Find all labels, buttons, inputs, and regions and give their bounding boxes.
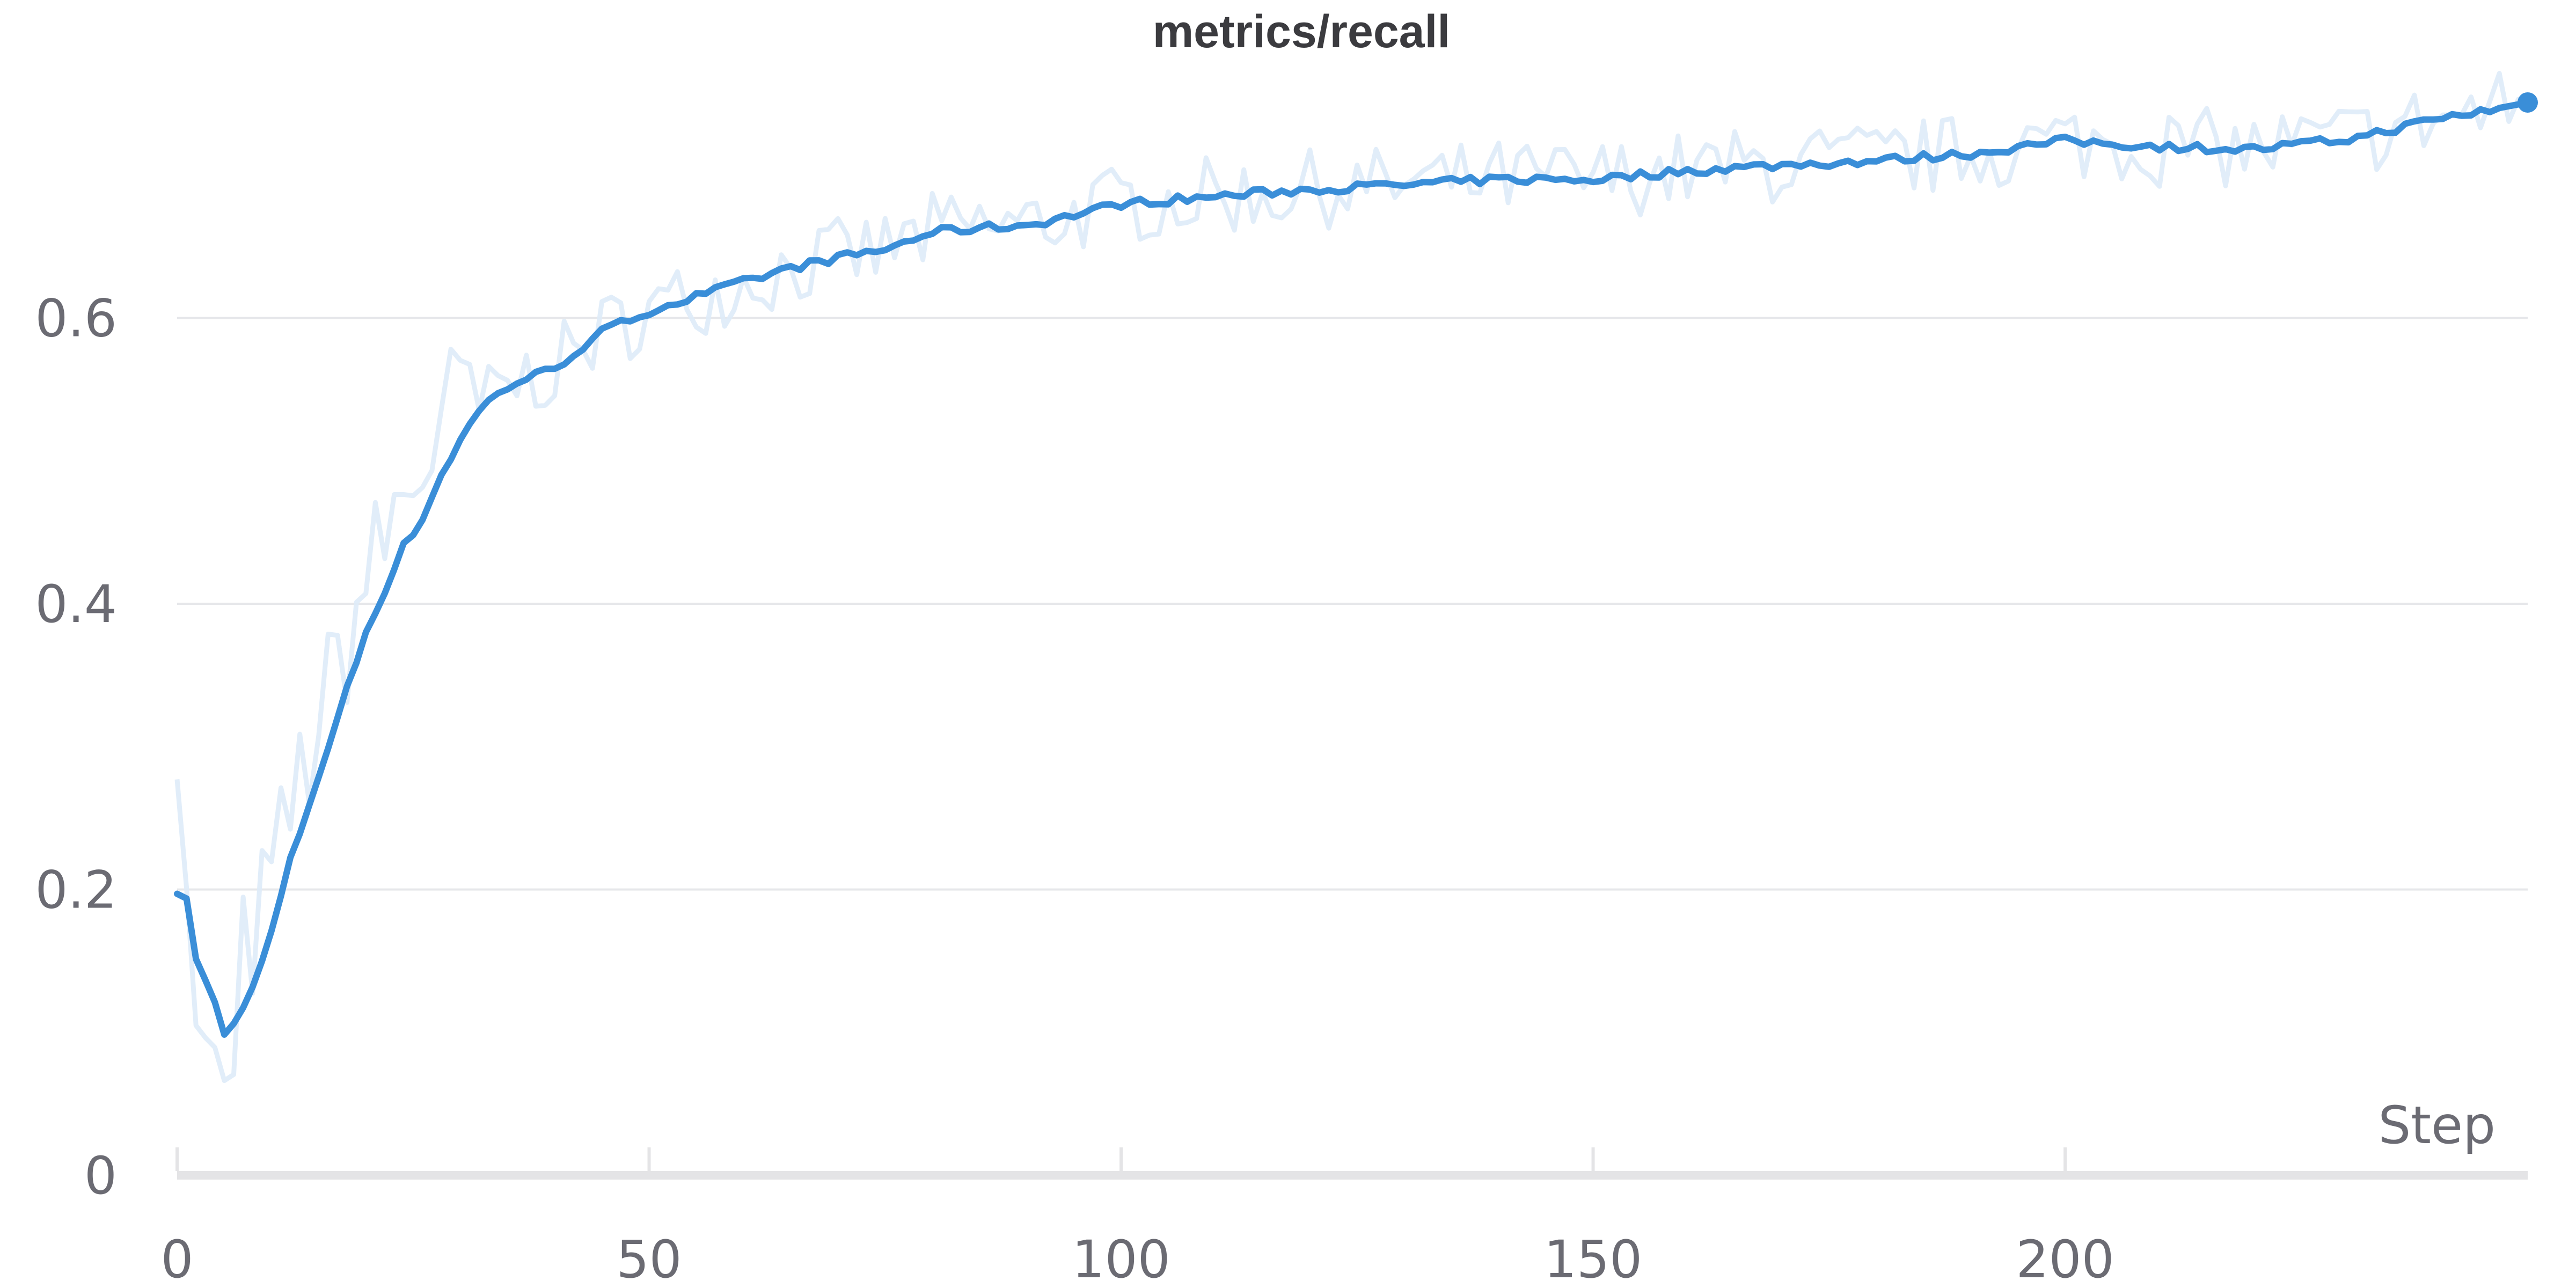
y-tick-label: 0.2 xyxy=(35,860,117,920)
series-line-smoothed xyxy=(174,99,2531,1038)
y-tick-label: 0.6 xyxy=(35,289,117,349)
chart-title: metrics/recall xyxy=(1153,6,1451,57)
series-layer xyxy=(174,71,2538,1084)
y-tick-label: 0.4 xyxy=(35,574,117,634)
gridlines xyxy=(177,317,2528,891)
x-axis-ticks: 0 50 100 150 200 xyxy=(160,1147,2114,1288)
x-tick-label: 50 xyxy=(616,1230,682,1288)
series-line-raw xyxy=(174,71,2528,1084)
series-end-point xyxy=(2518,92,2538,113)
y-axis-ticks: 0 0.2 0.4 0.6 xyxy=(35,289,117,1206)
x-tick-label: 200 xyxy=(2016,1230,2114,1288)
x-tick-label: 150 xyxy=(1544,1230,1642,1288)
x-tick-label: 100 xyxy=(1072,1230,1170,1288)
x-tick-label: 0 xyxy=(160,1230,193,1288)
x-axis-label: Step xyxy=(2378,1095,2496,1155)
y-tick-label: 0 xyxy=(84,1146,117,1206)
